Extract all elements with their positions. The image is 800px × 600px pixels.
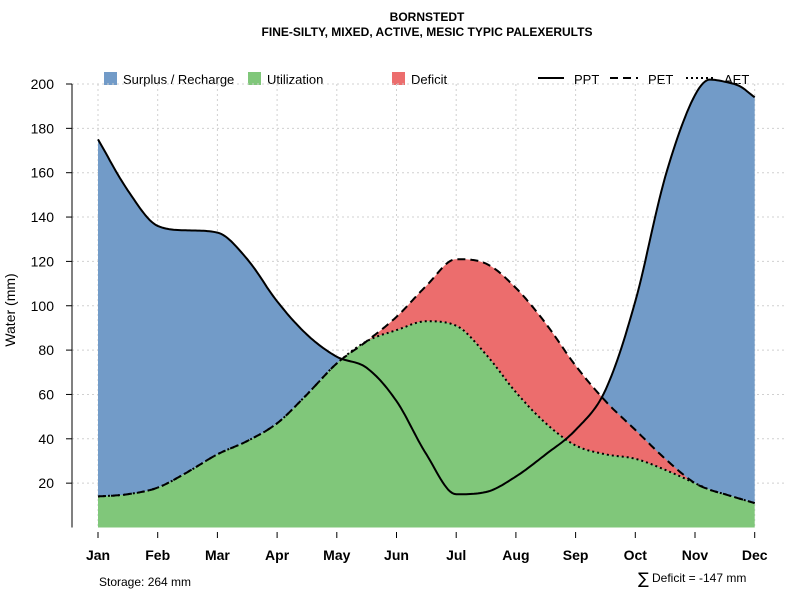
x-tick-label-dec: Dec (742, 547, 768, 563)
legend-label-surplus: Surplus / Recharge (123, 72, 234, 87)
x-tick-label-jun: Jun (384, 547, 409, 563)
y-tick-label: 20 (38, 475, 54, 491)
legend-label-ppt: PPT (574, 72, 599, 87)
legend-swatch-deficit (392, 72, 405, 85)
area-surplus-recharge (98, 79, 755, 504)
x-tick-label-may: May (323, 547, 350, 563)
area-deficit (98, 259, 755, 504)
x-tick-label-feb: Feb (145, 547, 170, 563)
legend-swatch-utilization (248, 72, 261, 85)
y-tick-label: 200 (31, 76, 55, 92)
x-tick-label-apr: Apr (265, 547, 290, 563)
line-aet (97, 320, 755, 505)
x-tick-label-mar: Mar (205, 547, 230, 563)
legend: Surplus / Recharge Utilization Deficit P… (104, 72, 749, 87)
line-ppt (97, 78, 756, 496)
x-tick-label-jan: Jan (86, 547, 110, 563)
y-tick-label: 80 (38, 342, 54, 358)
legend-label-pet: PET (648, 72, 673, 87)
deficit-sum-symbol: ∑ (638, 569, 649, 588)
y-tick-label: 180 (31, 120, 55, 136)
y-tick-label: 140 (31, 209, 55, 225)
storage-note: Storage: 264 mm (99, 575, 191, 589)
legend-label-deficit: Deficit (411, 72, 448, 87)
area-utilization (98, 321, 755, 528)
y-tick-label: 120 (31, 253, 55, 269)
y-tick-label: 100 (31, 298, 55, 314)
x-tick-label-aug: Aug (502, 547, 529, 563)
deficit-note: Deficit = -147 mm (652, 571, 746, 585)
x-tick-label-oct: Oct (624, 547, 648, 563)
area-layer (98, 79, 755, 528)
legend-swatch-surplus (104, 72, 117, 85)
y-tick-label: 160 (31, 165, 55, 181)
line-pet (97, 258, 755, 505)
axes: 20 40 60 80 100 120 140 160 180 200 Jan Feb Mar Apr Ma… (31, 76, 768, 563)
legend-label-utilization: Utilization (267, 72, 323, 87)
line-layer (97, 78, 756, 505)
x-tick-label-jul: Jul (446, 547, 466, 563)
y-axis-label: Water (mm) (2, 273, 18, 346)
x-tick-label-nov: Nov (682, 547, 709, 563)
y-tick-label: 60 (38, 386, 54, 402)
y-tick-label: 40 (38, 431, 54, 447)
chart-subtitle: FINE-SILTY, MIXED, ACTIVE, MESIC TYPIC P… (262, 25, 593, 39)
x-tick-label-sep: Sep (563, 547, 589, 563)
chart-title: BORNSTEDT (390, 10, 465, 24)
